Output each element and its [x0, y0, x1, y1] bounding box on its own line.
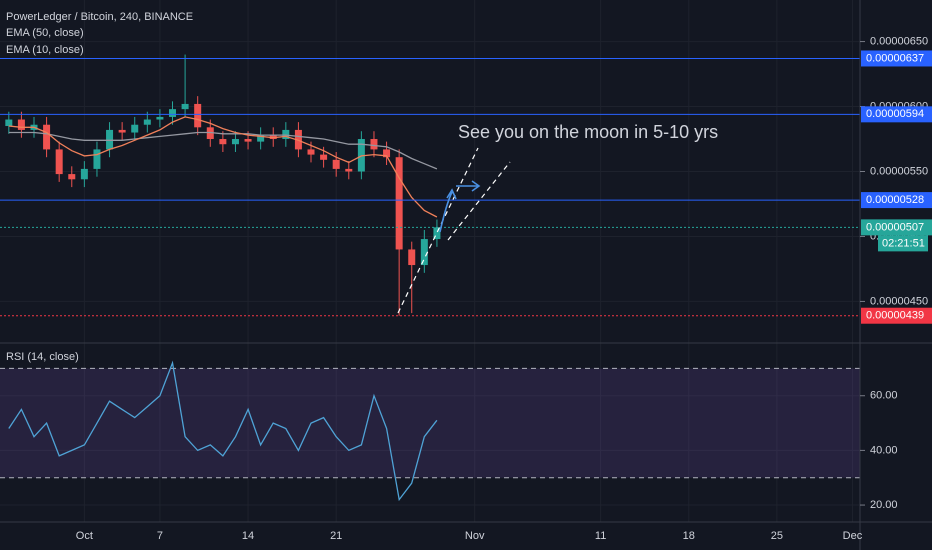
trend-line	[397, 147, 479, 314]
line	[8, 116, 438, 218]
x-tick-label: 25	[771, 530, 783, 542]
axis: 0.000006500.000006000.000005500.00000500…	[76, 35, 932, 542]
legend-entry: EMA (10, close)	[6, 44, 84, 56]
candle-body	[244, 139, 252, 142]
y-tick-label: 60.00	[870, 390, 898, 402]
candle-body	[383, 149, 391, 158]
trend-lines	[397, 147, 511, 314]
candle-body	[320, 154, 328, 160]
price-label: 0.00000507	[866, 221, 924, 233]
line	[8, 360, 438, 502]
candle-body	[307, 149, 315, 155]
y-tick-label: 0.00000450	[870, 295, 928, 307]
candle-body	[43, 124, 51, 150]
countdown-box	[878, 235, 928, 252]
x-tick-label: 14	[242, 530, 254, 542]
y-tick-label: 40.00	[870, 444, 898, 456]
price-label-box	[861, 106, 932, 123]
price-label-box	[861, 307, 932, 324]
x-tick-label: 18	[683, 530, 695, 542]
x-tick-label: Dec	[843, 530, 863, 542]
candle-body	[408, 249, 416, 266]
candle-body	[420, 239, 428, 266]
x-tick-label: 11	[595, 530, 606, 542]
candle-body	[5, 119, 13, 127]
candle-body	[17, 119, 25, 130]
x-tick-label: Oct	[76, 530, 93, 542]
candle-body	[433, 227, 441, 240]
candle-body	[55, 149, 63, 175]
candle-body	[370, 139, 378, 150]
candle-body	[181, 103, 189, 110]
x-tick-label: Nov	[465, 530, 485, 542]
candle-body	[131, 124, 139, 133]
price-label: 0.00000439	[866, 310, 924, 322]
candle-body	[345, 168, 353, 172]
line	[8, 131, 438, 170]
candle-body	[118, 129, 126, 133]
y-tick-label: 20.00	[870, 499, 898, 511]
price-label: 0.00000637	[866, 52, 924, 64]
candle-body	[143, 119, 151, 125]
candle-body	[80, 168, 88, 180]
candle-body	[231, 139, 239, 145]
price-label-box	[861, 192, 932, 209]
arrow	[439, 180, 481, 233]
trend-line	[447, 161, 511, 241]
legend-entry: EMA (50, close)	[6, 27, 84, 39]
candle-body	[169, 109, 177, 117]
chart-title: PowerLedger / Bitcoin, 240, BINANCE	[6, 11, 193, 23]
candle-body	[257, 135, 265, 142]
candle-body	[68, 174, 76, 180]
candle-body	[206, 127, 214, 140]
x-tick-label: 7	[157, 530, 163, 542]
candle-body	[395, 157, 403, 250]
price-label-box	[861, 219, 932, 236]
candle-body	[219, 139, 227, 145]
price-label: 0.00000528	[866, 194, 924, 206]
candle-body	[156, 116, 164, 120]
annotation: See you on the moon in 5-10 yrs	[458, 122, 718, 142]
candle-body	[332, 159, 340, 169]
rsi-band	[0, 368, 860, 478]
x-tick-label: 21	[330, 530, 342, 542]
price-label-box	[861, 50, 932, 67]
plot	[0, 54, 860, 502]
rsi-title: RSI (14, close)	[6, 351, 79, 363]
candle-body	[93, 149, 101, 169]
y-tick-label: 0.00000650	[870, 35, 928, 47]
grid	[0, 0, 860, 522]
y-tick-label: 0.00000550	[870, 165, 928, 177]
countdown: 02:21:51	[882, 237, 925, 249]
price-label: 0.00000594	[866, 108, 924, 120]
candle-body	[194, 103, 202, 128]
